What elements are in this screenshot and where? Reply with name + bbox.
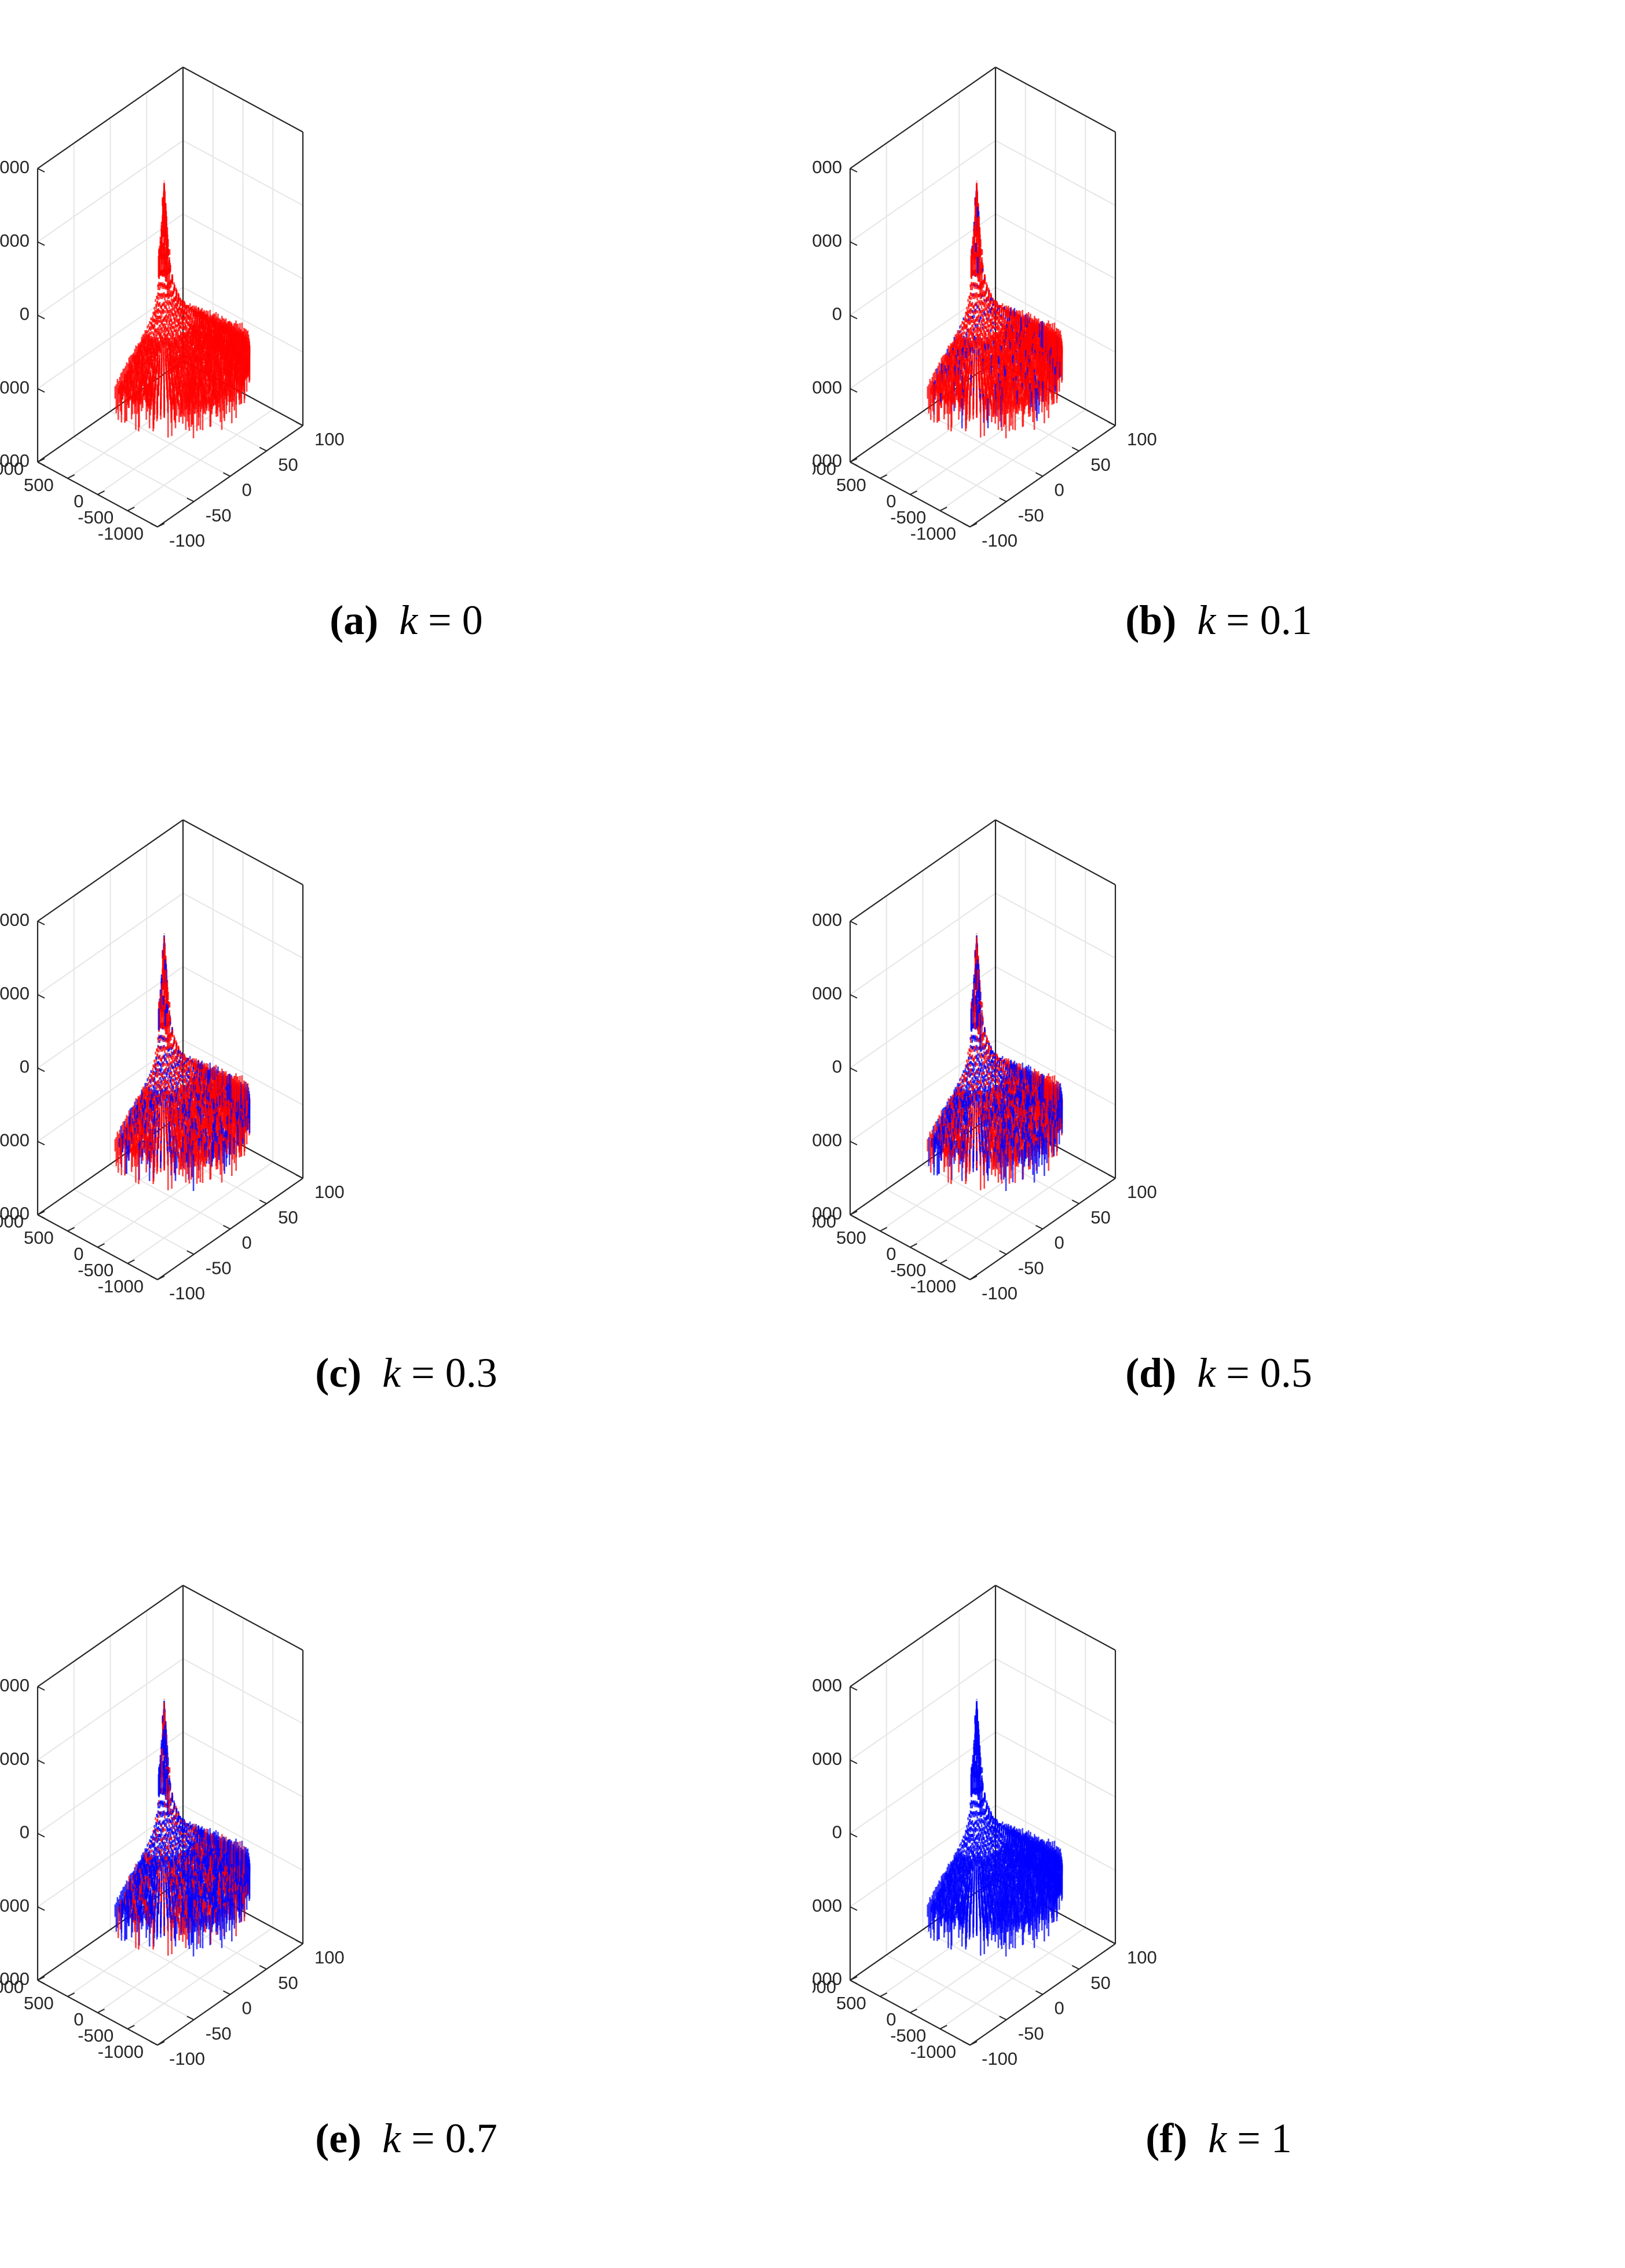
caption-variable: k (399, 597, 418, 643)
z-tick-mark (850, 168, 857, 172)
x-tick-label: -50 (206, 505, 232, 525)
z-tick-mark (850, 242, 857, 246)
caption-a: (a) k = 0 (0, 596, 813, 644)
z-tick-mark (38, 462, 45, 466)
x-tick-mark (187, 498, 194, 501)
x-tick-mark (1036, 473, 1043, 477)
y-tick-label: 500 (24, 475, 54, 495)
x-tick-mark (296, 422, 303, 426)
plot-b: -2000-1000010002000-1000-50005001000-100… (813, 0, 1625, 579)
z-tick-mark (38, 168, 45, 172)
x-tick-mark (1072, 448, 1079, 451)
x-tick-mark (1000, 498, 1007, 501)
z-tick-label: -1000 (0, 377, 30, 397)
z-tick-mark (850, 389, 857, 392)
x-tick-mark (1108, 422, 1115, 426)
z-tick-label: 0 (20, 304, 30, 324)
y-tick-label: 1000 (0, 459, 24, 479)
y-tick-label: 0 (74, 491, 83, 511)
x-tick-mark (224, 473, 230, 477)
x-tick-mark (259, 448, 266, 451)
z-tick-mark (38, 242, 45, 246)
z-tick-label: 1000 (0, 230, 30, 251)
x-tick-label: 100 (314, 429, 345, 449)
z-tick-mark (38, 389, 45, 392)
x-tick-mark (151, 523, 158, 527)
caption-label: (a) (330, 597, 378, 643)
z-tick-mark (38, 316, 45, 319)
z-tick-label: 2000 (0, 157, 30, 177)
subplot-a: -2000-1000010002000-1000-50005001000-100… (0, 0, 813, 750)
plot-a: -2000-1000010002000-1000-50005001000-100… (0, 0, 813, 579)
subplot-b: -2000-1000010002000-1000-50005001000-100… (813, 0, 1625, 750)
x-tick-label: 0 (242, 480, 252, 500)
z-tick-mark (850, 462, 857, 466)
caption-value: 0 (462, 597, 483, 643)
z-tick-mark (850, 316, 857, 319)
x-tick-mark (963, 523, 970, 527)
x-tick-label: 50 (278, 455, 298, 475)
caption-equals: = (428, 597, 452, 643)
x-tick-label: -100 (169, 530, 205, 551)
